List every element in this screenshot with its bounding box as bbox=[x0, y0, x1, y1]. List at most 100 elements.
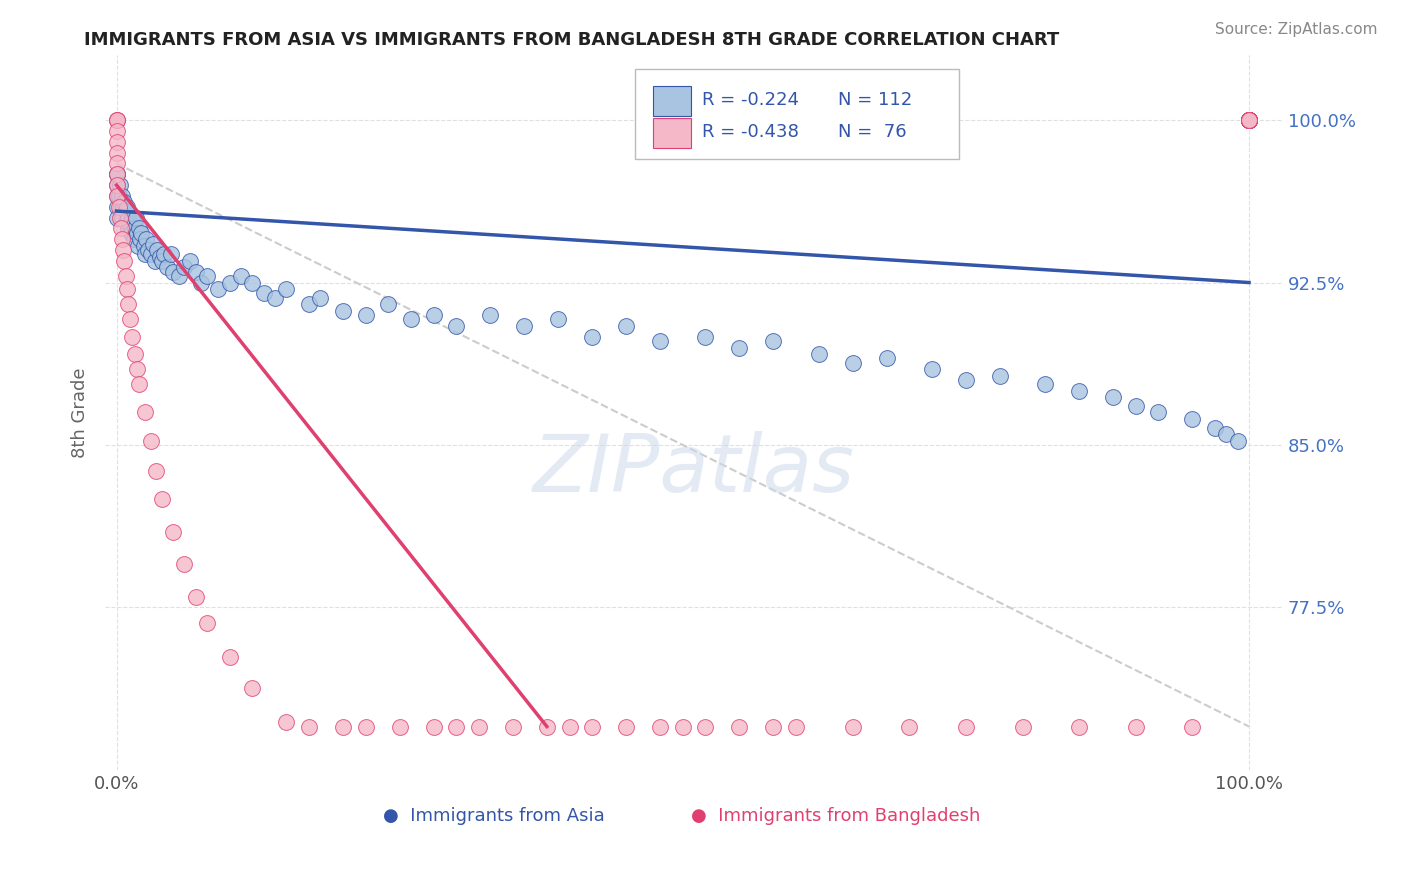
Point bbox=[145, 464, 167, 478]
Point bbox=[111, 189, 134, 203]
Point bbox=[105, 200, 128, 214]
Point bbox=[114, 215, 136, 229]
Point bbox=[1237, 113, 1260, 128]
Point bbox=[332, 719, 354, 733]
Text: ●  Immigrants from Asia: ● Immigrants from Asia bbox=[382, 807, 605, 825]
Point bbox=[1237, 113, 1260, 128]
Point bbox=[1237, 113, 1260, 128]
Point bbox=[1102, 390, 1125, 404]
FancyBboxPatch shape bbox=[636, 70, 959, 159]
Point bbox=[1237, 113, 1260, 128]
Point bbox=[105, 156, 128, 170]
Point bbox=[156, 260, 179, 275]
Point bbox=[139, 434, 162, 448]
Point bbox=[1237, 113, 1260, 128]
Point bbox=[1237, 113, 1260, 128]
Point bbox=[558, 719, 581, 733]
Point bbox=[120, 217, 142, 231]
Point bbox=[1237, 113, 1260, 128]
Point bbox=[253, 286, 276, 301]
Point bbox=[298, 297, 321, 311]
Point bbox=[785, 719, 807, 733]
Point bbox=[128, 377, 150, 392]
Point bbox=[110, 200, 132, 214]
Point bbox=[468, 719, 491, 733]
Point bbox=[142, 236, 165, 251]
Point bbox=[105, 189, 128, 203]
Point bbox=[218, 276, 240, 290]
Point bbox=[134, 405, 156, 419]
Point bbox=[173, 260, 195, 275]
Point bbox=[1069, 384, 1091, 398]
Point bbox=[502, 719, 524, 733]
Point bbox=[446, 318, 468, 333]
Point bbox=[105, 124, 128, 138]
Text: Source: ZipAtlas.com: Source: ZipAtlas.com bbox=[1215, 22, 1378, 37]
Point bbox=[105, 211, 128, 225]
Point bbox=[614, 318, 637, 333]
Point bbox=[1237, 113, 1260, 128]
Point bbox=[150, 492, 173, 507]
Point bbox=[139, 247, 162, 261]
Point bbox=[105, 167, 128, 181]
Point bbox=[1237, 113, 1260, 128]
Point bbox=[1237, 113, 1260, 128]
Point bbox=[898, 719, 921, 733]
Point bbox=[547, 312, 569, 326]
Point bbox=[1237, 113, 1260, 128]
Point bbox=[160, 247, 183, 261]
Point bbox=[162, 524, 184, 539]
Point bbox=[728, 341, 751, 355]
Point bbox=[1237, 113, 1260, 128]
Point bbox=[1011, 719, 1033, 733]
Point bbox=[120, 226, 142, 240]
Point bbox=[309, 291, 332, 305]
Point bbox=[105, 113, 128, 128]
Point bbox=[921, 362, 943, 376]
Point bbox=[195, 615, 218, 630]
Point bbox=[110, 221, 132, 235]
Point bbox=[1237, 113, 1260, 128]
Point bbox=[107, 200, 129, 214]
Point bbox=[129, 232, 152, 246]
Point bbox=[120, 312, 142, 326]
Point bbox=[422, 719, 444, 733]
Point bbox=[229, 268, 252, 283]
Point bbox=[1237, 113, 1260, 128]
Point bbox=[135, 232, 157, 246]
Point bbox=[1215, 427, 1237, 442]
Point bbox=[125, 362, 148, 376]
Point bbox=[150, 253, 173, 268]
Point bbox=[536, 719, 558, 733]
Point bbox=[105, 189, 128, 203]
Point bbox=[955, 719, 977, 733]
Point bbox=[131, 226, 153, 240]
Point bbox=[1237, 113, 1260, 128]
Point bbox=[695, 329, 717, 343]
Text: N = 112: N = 112 bbox=[838, 91, 912, 109]
Point bbox=[1237, 113, 1260, 128]
Point bbox=[111, 232, 134, 246]
Point bbox=[264, 291, 287, 305]
Point bbox=[1237, 113, 1260, 128]
Text: IMMIGRANTS FROM ASIA VS IMMIGRANTS FROM BANGLADESH 8TH GRADE CORRELATION CHART: IMMIGRANTS FROM ASIA VS IMMIGRANTS FROM … bbox=[84, 31, 1060, 49]
Point bbox=[1033, 377, 1056, 392]
Point bbox=[1226, 434, 1249, 448]
Point bbox=[114, 268, 136, 283]
FancyBboxPatch shape bbox=[652, 86, 690, 116]
Point bbox=[1237, 113, 1260, 128]
Point bbox=[388, 719, 411, 733]
Point bbox=[125, 211, 148, 225]
Point bbox=[399, 312, 422, 326]
Point bbox=[195, 268, 218, 283]
Point bbox=[1237, 113, 1260, 128]
Point bbox=[121, 329, 143, 343]
Point bbox=[167, 268, 190, 283]
Text: R = -0.438: R = -0.438 bbox=[703, 123, 799, 141]
Text: ZIPatlas: ZIPatlas bbox=[533, 431, 855, 508]
Point bbox=[207, 282, 229, 296]
Point bbox=[105, 178, 128, 192]
Point bbox=[148, 250, 170, 264]
Point bbox=[762, 334, 785, 348]
Point bbox=[377, 297, 399, 311]
